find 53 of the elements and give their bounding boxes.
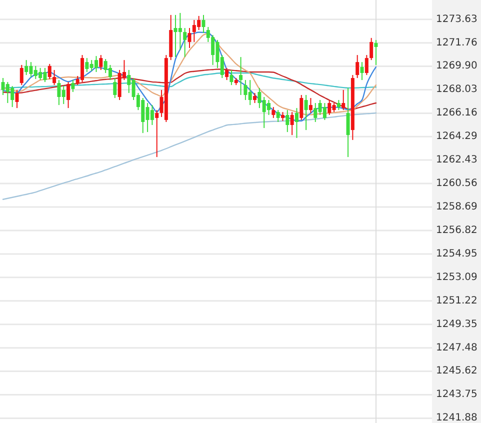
candlestick xyxy=(370,37,374,61)
y-tick-label: 1247.48 xyxy=(436,342,478,354)
candlestick xyxy=(99,54,103,70)
candlestick xyxy=(113,78,117,98)
candlestick xyxy=(356,54,360,79)
candlestick xyxy=(150,104,154,126)
y-tick-label: 1273.63 xyxy=(436,14,478,25)
y-tick-label: 1256.82 xyxy=(436,225,478,236)
candlestick xyxy=(346,87,350,158)
y-tick-label: 1268.03 xyxy=(436,84,478,96)
candlestick xyxy=(230,69,234,86)
y-tick-label: 1253.09 xyxy=(436,272,478,283)
y-tick-label: 1266.16 xyxy=(436,108,478,119)
candlestick xyxy=(300,94,304,120)
candlestick xyxy=(202,14,206,34)
candlestick xyxy=(239,56,243,96)
y-tick-label: 1243.75 xyxy=(436,389,478,400)
y-tick-label: 1249.35 xyxy=(436,318,478,330)
y-tick-label: 1260.56 xyxy=(436,178,478,190)
y-tick-label: 1258.69 xyxy=(436,202,478,213)
candlestick xyxy=(286,110,290,133)
y-tick-label: 1264.29 xyxy=(436,131,478,142)
y-tick-label: 1254.95 xyxy=(436,248,478,260)
candlestick xyxy=(308,97,312,114)
candlestick xyxy=(24,60,28,76)
candlestick xyxy=(290,112,294,136)
candlestick xyxy=(20,64,24,86)
candlestick xyxy=(276,110,280,122)
candlestick xyxy=(52,69,56,86)
candlestick xyxy=(178,12,182,50)
candlestick xyxy=(304,94,308,131)
y-tick-label: 1245.62 xyxy=(436,366,478,377)
candlestick xyxy=(66,82,70,109)
candlestick xyxy=(336,100,340,111)
y-tick-label: 1269.90 xyxy=(436,60,478,72)
candlestick xyxy=(225,67,229,81)
candlestick xyxy=(71,80,75,92)
candlestick xyxy=(183,28,187,58)
candlestick xyxy=(322,102,326,120)
candlestick xyxy=(342,89,346,111)
candlestick xyxy=(48,63,52,80)
candlestick xyxy=(272,106,276,118)
candlestick xyxy=(253,92,257,104)
candlestick xyxy=(108,64,112,81)
y-tick-label: 1262.43 xyxy=(436,154,478,166)
y-tick-label: 1271.76 xyxy=(436,37,478,48)
candlestick xyxy=(155,110,159,158)
candlestick xyxy=(294,108,298,138)
candlestick xyxy=(360,62,364,81)
candlestick xyxy=(364,54,368,76)
candlestick xyxy=(15,89,19,109)
y-tick-label: 1251.22 xyxy=(436,295,478,306)
y-tick-label: 1241.88 xyxy=(436,412,478,423)
